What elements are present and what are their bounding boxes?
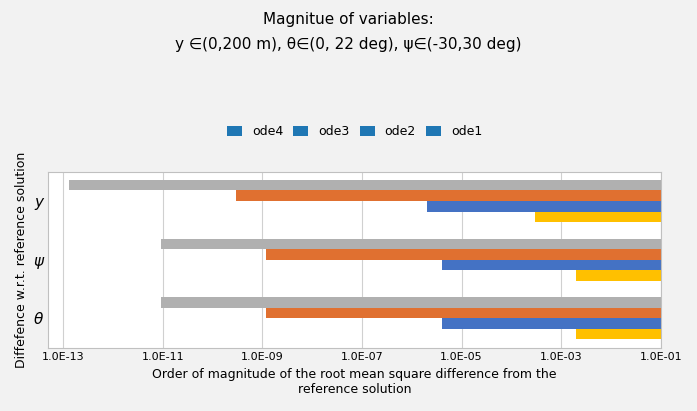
- Bar: [161, 238, 661, 249]
- Bar: [427, 201, 661, 212]
- Bar: [236, 190, 661, 201]
- Bar: [442, 318, 661, 329]
- Bar: [161, 297, 661, 308]
- Bar: [576, 329, 661, 339]
- Bar: [576, 270, 661, 281]
- Bar: [266, 249, 661, 260]
- X-axis label: Order of magnitude of the root mean square difference from the
reference solutio: Order of magnitude of the root mean squa…: [153, 368, 557, 396]
- Y-axis label: Diffefence w.r.t. reference solution: Diffefence w.r.t. reference solution: [15, 152, 28, 368]
- Bar: [535, 212, 661, 222]
- Bar: [69, 180, 661, 190]
- Text: y ∈(0,200 m), θ∈(0, 22 deg), ψ∈(-30,30 deg): y ∈(0,200 m), θ∈(0, 22 deg), ψ∈(-30,30 d…: [175, 37, 522, 52]
- Text: Magnitue of variables:: Magnitue of variables:: [263, 12, 434, 27]
- Legend: ode4, ode3, ode2, ode1: ode4, ode3, ode2, ode1: [223, 122, 486, 142]
- Bar: [266, 308, 661, 318]
- Bar: [442, 260, 661, 270]
